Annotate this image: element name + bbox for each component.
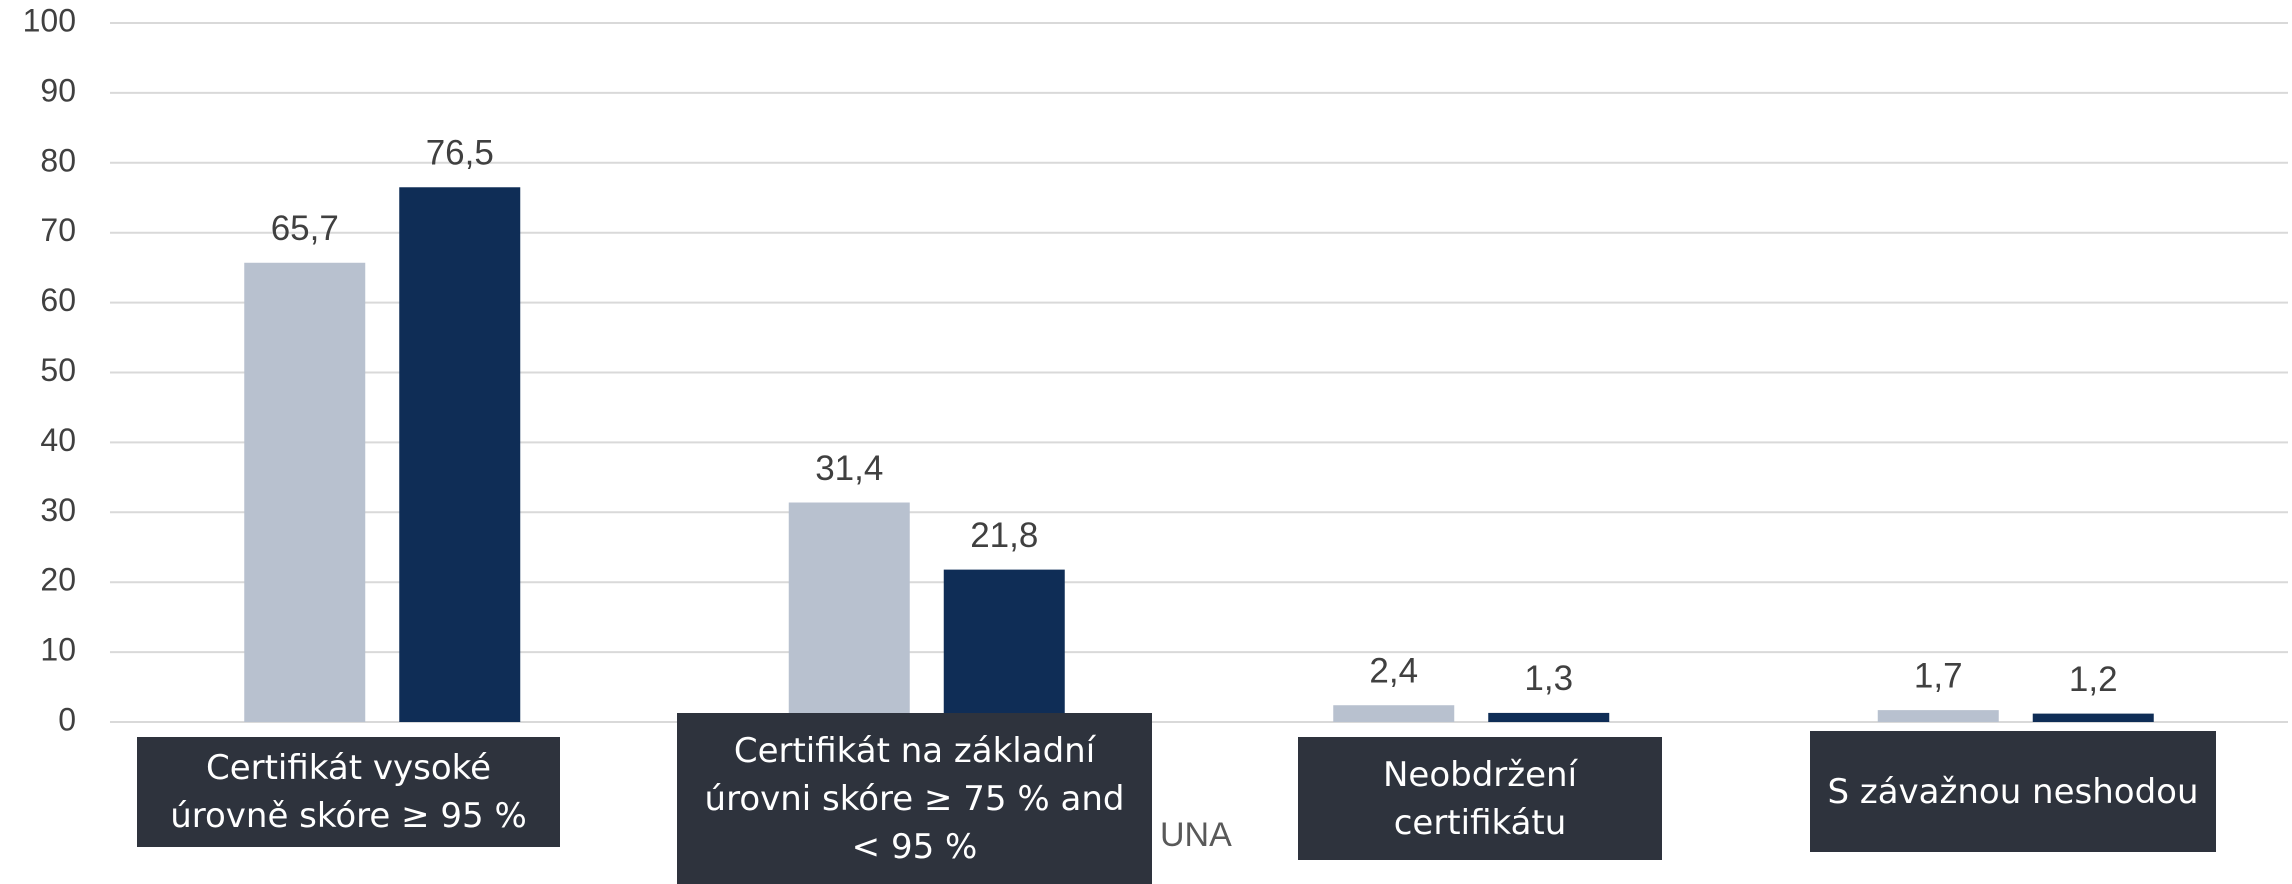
category-label: Certifikát vysoké úrovně skóre ≥ 95 % [137, 737, 560, 847]
bar [244, 262, 366, 722]
bar [2032, 713, 2154, 722]
value-label: 1,7 [1914, 656, 1963, 695]
y-tick-label: 40 [40, 422, 76, 458]
value-label: 21,8 [970, 516, 1038, 555]
bar [943, 569, 1065, 722]
y-tick-label: 60 [40, 282, 76, 318]
y-tick-label: 70 [40, 212, 76, 248]
category-label: Neobdržení certifikátu [1298, 737, 1662, 860]
bar [1488, 712, 1610, 722]
y-tick-label: 20 [40, 562, 76, 598]
y-tick-label: 80 [40, 142, 76, 178]
value-label: 76,5 [426, 134, 494, 173]
legend-label: UNA [1160, 816, 1232, 854]
bar [1333, 705, 1455, 722]
bar [1877, 710, 1999, 722]
bar [788, 502, 910, 722]
y-tick-label: 10 [40, 632, 76, 668]
y-tick-label: 90 [40, 72, 76, 108]
value-label: 1,2 [2069, 660, 2118, 699]
value-label: 1,3 [1524, 659, 1573, 698]
bar [399, 187, 521, 722]
y-tick-label: 0 [58, 701, 76, 737]
y-tick-label: 50 [40, 352, 76, 388]
value-label: 2,4 [1369, 651, 1418, 690]
category-label: S závažnou neshodou [1810, 731, 2216, 852]
value-label: 65,7 [271, 209, 339, 248]
y-tick-label: 100 [23, 2, 76, 38]
value-label: 31,4 [815, 449, 883, 488]
y-tick-label: 30 [40, 492, 76, 528]
category-label: Certifikát na základní úrovni skóre ≥ 75… [677, 713, 1152, 884]
legend: UNA [1160, 816, 1232, 855]
